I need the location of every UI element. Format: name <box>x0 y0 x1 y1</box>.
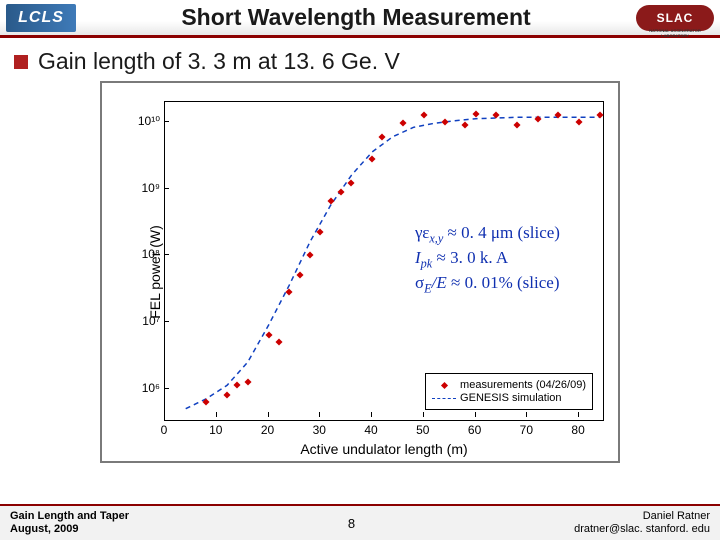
chart-container: FEL power (W) Active undulator length (m… <box>90 81 630 463</box>
chart-frame: FEL power (W) Active undulator length (m… <box>100 81 620 463</box>
header-bar: LCLS Short Wavelength Measurement SLAC N… <box>0 0 720 38</box>
footer: Gain Length and Taper August, 2009 8 Dan… <box>0 504 720 540</box>
x-tick: 60 <box>468 423 481 437</box>
y-tick: 10⁷ <box>124 314 160 328</box>
legend-simulation: GENESIS simulation <box>432 392 586 404</box>
footer-left: Gain Length and Taper August, 2009 <box>0 510 129 536</box>
y-tick: 10⁹ <box>124 181 160 195</box>
bullet-text: Gain length of 3. 3 m at 13. 6 Ge. V <box>38 48 400 75</box>
y-axis-label: FEL power (W) <box>147 225 163 319</box>
legend-meas-label: measurements (04/26/09) <box>460 379 586 391</box>
x-tick: 70 <box>520 423 533 437</box>
diamond-icon <box>432 383 456 388</box>
footer-author: Daniel Ratner <box>574 510 710 523</box>
footer-page: 8 <box>129 516 574 531</box>
legend-measurements: measurements (04/26/09) <box>432 379 586 391</box>
slac-logo-subtext: NATIONAL ACCELERATOR LABORATORY <box>636 28 714 38</box>
x-tick: 10 <box>209 423 222 437</box>
slac-logo-text: SLAC <box>657 11 694 25</box>
bullet-row: Gain length of 3. 3 m at 13. 6 Ge. V <box>14 48 720 75</box>
x-tick: 20 <box>261 423 274 437</box>
footer-right: Daniel Ratner dratner@slac. stanford. ed… <box>574 510 720 536</box>
footer-email: dratner@slac. stanford. edu <box>574 523 710 536</box>
footer-date: August, 2009 <box>10 523 129 536</box>
bullet-icon <box>14 55 28 69</box>
parameter-annotation: γεx,y ≈ 0. 4 μm (slice) Ipk ≈ 3. 0 k. A … <box>415 222 560 297</box>
annot-line3: σE/E ≈ 0. 01% (slice) <box>415 272 560 297</box>
annot-line2: Ipk ≈ 3. 0 k. A <box>415 247 560 272</box>
footer-topic: Gain Length and Taper <box>10 510 129 523</box>
dash-icon <box>432 398 456 399</box>
lcls-logo: LCLS <box>6 4 76 32</box>
y-tick: 10⁶ <box>124 381 160 395</box>
x-tick: 40 <box>364 423 377 437</box>
plot-area: measurements (04/26/09) GENESIS simulati… <box>164 101 604 421</box>
x-tick: 30 <box>313 423 326 437</box>
slide-title: Short Wavelength Measurement <box>76 4 636 31</box>
legend-sim-label: GENESIS simulation <box>460 392 561 404</box>
x-tick: 80 <box>571 423 584 437</box>
y-tick: 10¹⁰ <box>124 114 160 128</box>
x-axis-label: Active undulator length (m) <box>164 441 604 457</box>
x-tick: 50 <box>416 423 429 437</box>
slac-logo: SLAC NATIONAL ACCELERATOR LABORATORY <box>636 5 714 31</box>
legend: measurements (04/26/09) GENESIS simulati… <box>425 373 593 410</box>
x-tick: 0 <box>161 423 168 437</box>
annot-line1: γεx,y ≈ 0. 4 μm (slice) <box>415 222 560 247</box>
y-tick: 10⁸ <box>124 247 160 261</box>
